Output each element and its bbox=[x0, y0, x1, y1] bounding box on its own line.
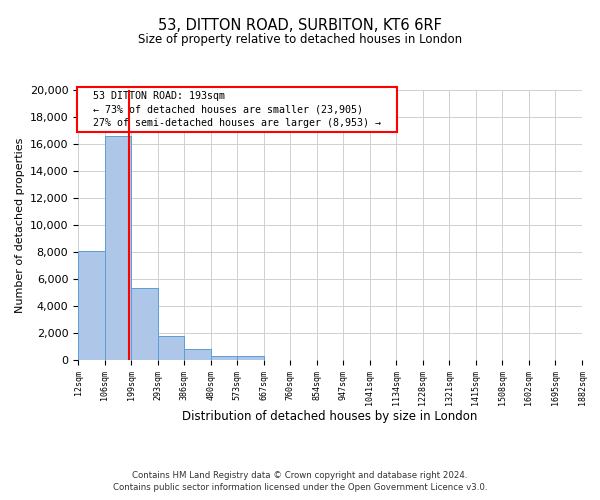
Bar bbox=[184, 349, 211, 360]
Bar bbox=[158, 336, 184, 360]
Y-axis label: Number of detached properties: Number of detached properties bbox=[16, 138, 25, 312]
Text: 53, DITTON ROAD, SURBITON, KT6 6RF: 53, DITTON ROAD, SURBITON, KT6 6RF bbox=[158, 18, 442, 32]
Text: Contains public sector information licensed under the Open Government Licence v3: Contains public sector information licen… bbox=[113, 484, 487, 492]
Text: Contains HM Land Registry data © Crown copyright and database right 2024.: Contains HM Land Registry data © Crown c… bbox=[132, 471, 468, 480]
Text: 53 DITTON ROAD: 193sqm  
  ← 73% of detached houses are smaller (23,905)  
  27%: 53 DITTON ROAD: 193sqm ← 73% of detached… bbox=[80, 92, 392, 128]
Text: Size of property relative to detached houses in London: Size of property relative to detached ho… bbox=[138, 32, 462, 46]
Bar bbox=[211, 356, 237, 360]
Bar bbox=[104, 136, 131, 360]
Bar bbox=[237, 356, 263, 360]
Bar bbox=[131, 288, 158, 360]
Bar bbox=[78, 250, 104, 360]
X-axis label: Distribution of detached houses by size in London: Distribution of detached houses by size … bbox=[182, 410, 478, 424]
